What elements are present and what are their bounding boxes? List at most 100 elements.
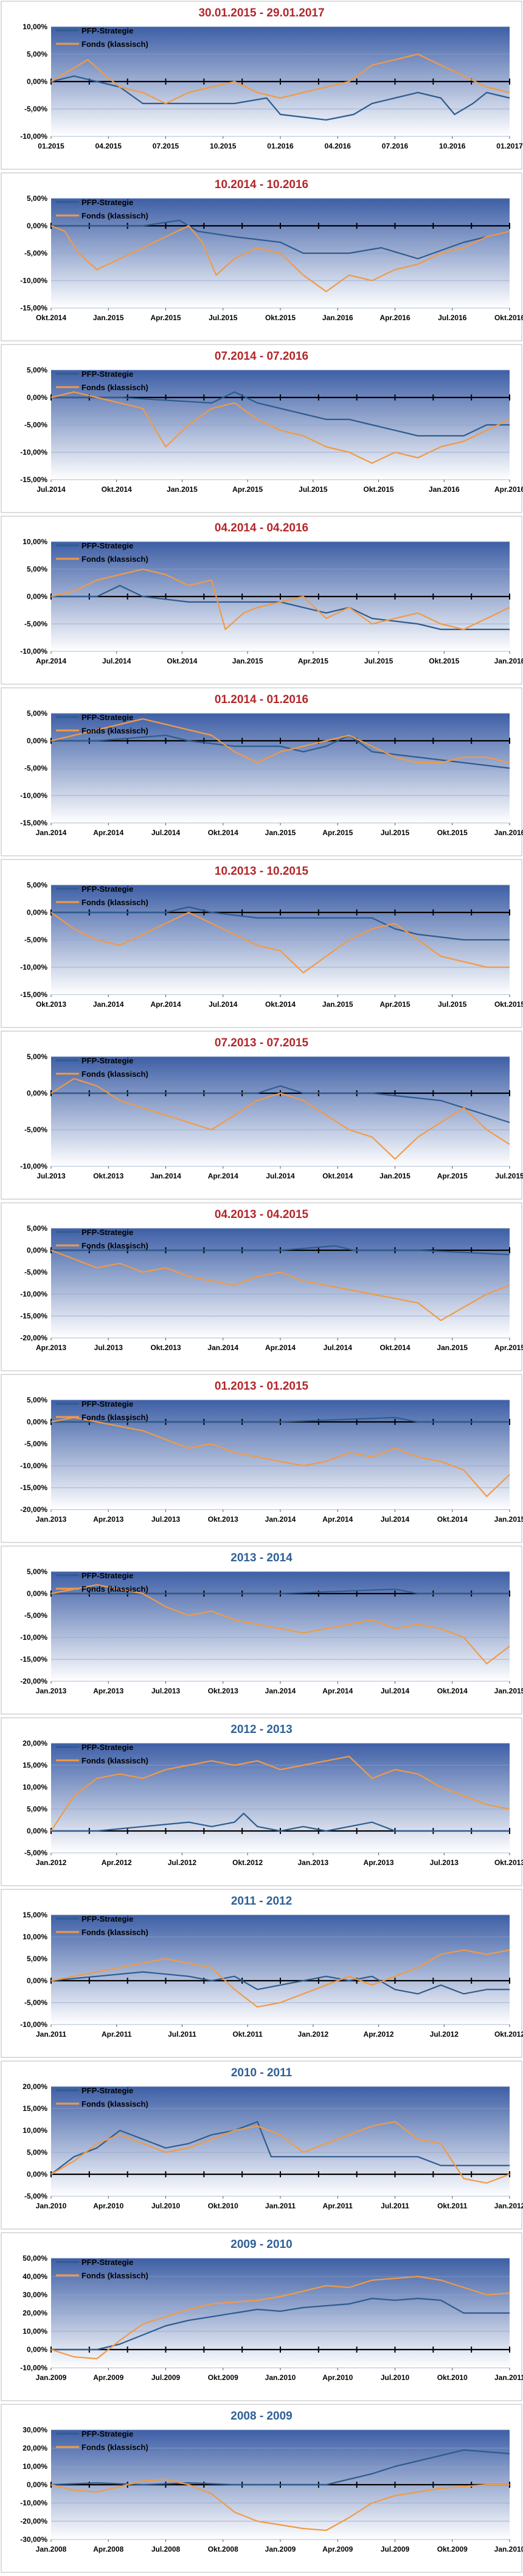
y-tick-label: -5,00% <box>24 620 47 628</box>
plot-area <box>51 1057 510 1166</box>
x-tick-label: Jul.2016 <box>438 313 467 322</box>
x-tick-label: Jan.2014 <box>265 1515 296 1524</box>
y-tick-label: 0,00% <box>27 2345 47 2354</box>
plot-area <box>51 1743 510 1853</box>
x-tick-label: Okt.2012 <box>494 2030 523 2039</box>
legend-label-pfp: PFP-Strategie <box>81 1571 133 1580</box>
chart-title: 30.01.2015 - 29.01.2017 <box>198 7 324 19</box>
y-tick-label: -15,00% <box>20 1483 47 1492</box>
y-tick-label: 5,00% <box>27 565 47 573</box>
x-tick-label: Apr.2015 <box>494 1343 523 1352</box>
y-tick-label: -5,00% <box>24 1268 47 1276</box>
legend-label-pfp: PFP-Strategie <box>81 2086 133 2095</box>
y-tick-label: 0,00% <box>27 908 47 917</box>
x-tick-label: Jan.2014 <box>150 1172 181 1180</box>
plot-area <box>51 1400 510 1510</box>
series-line-pfp <box>51 734 510 769</box>
legend: PFP-Strategie Fonds (klassisch) <box>56 26 148 49</box>
y-tick-label: 0,00% <box>27 1589 47 1598</box>
y-tick-label: 0,00% <box>27 222 47 230</box>
x-tick-label: Okt.2008 <box>208 2545 238 2553</box>
legend-label-fonds: Fonds (klassisch) <box>81 1241 148 1250</box>
y-tick-label: -5,00% <box>24 421 47 429</box>
y-tick-label: -10,00% <box>20 647 47 656</box>
x-tick-label: Okt.2015 <box>429 657 459 665</box>
series-line-fonds <box>50 1249 510 1321</box>
x-tick-label: Jan.2016 <box>429 485 460 494</box>
x-tick-label: Apr.2011 <box>102 2030 132 2039</box>
x-tick-label: Jul.2014 <box>102 657 131 665</box>
series-line-pfp <box>50 1971 510 1995</box>
legend: PFP-Strategie Fonds (klassisch) <box>56 1571 148 1594</box>
y-tick-label: 30,00% <box>23 2426 47 2434</box>
y-tick-label: 5,00% <box>27 1805 47 1813</box>
x-tick-label: Apr.2014 <box>36 657 66 665</box>
x-tick-label: Jul.2015 <box>209 313 238 322</box>
series-line-pfp <box>50 2449 510 2486</box>
y-tick-label: -15,00% <box>20 304 47 312</box>
series-line-fonds <box>50 53 510 105</box>
x-tick-label: Okt.2014 <box>36 313 66 322</box>
chart-title: 07.2013 - 07.2015 <box>215 1037 309 1049</box>
x-tick-label: Jan.2010 <box>494 2545 523 2553</box>
x-tick-label: Jan.2015 <box>494 1515 523 1524</box>
x-tick-label: Jul.2012 <box>430 2030 459 2039</box>
x-tick-label: Apr.2015 <box>322 828 353 837</box>
x-tick-label: Okt.2010 <box>437 2373 468 2382</box>
y-tick-label: 30,00% <box>23 2291 47 2299</box>
x-tick-label: Okt.2014 <box>379 1343 410 1352</box>
series-line-fonds <box>50 1416 510 1497</box>
x-tick-label: Jan.2011 <box>36 2030 66 2039</box>
x-tick-label: Jan.2014 <box>93 1000 124 1009</box>
y-tick-label: 40,00% <box>23 2272 47 2281</box>
series-line-pfp <box>51 219 510 260</box>
y-tick-label: 0,00% <box>27 1089 47 1097</box>
x-tick-label: Apr.2013 <box>36 1343 66 1352</box>
chart-panel: 04.2014 - 04.2016 10,00% 5,00% 0,00% -5,00% -… <box>0 515 523 687</box>
x-tick-label: Okt.2014 <box>437 1515 468 1524</box>
chart-title: 01.2014 - 01.2016 <box>215 693 308 706</box>
chart-panel: 04.2013 - 04.2015 5,00% 0,00% -5,00% -10,00%… <box>0 1202 523 1373</box>
chart-panel: 07.2013 - 07.2015 5,00% 0,00% -5,00% -10,00%… <box>0 1030 523 1202</box>
x-tick-label: Okt.2014 <box>265 1000 296 1009</box>
legend: PFP-Strategie Fonds (klassisch) <box>56 2258 148 2280</box>
x-tick-label: Jan.2014 <box>265 1687 296 1695</box>
legend-label-fonds: Fonds (klassisch) <box>81 383 148 392</box>
y-tick-label: -10,00% <box>20 448 47 457</box>
x-tick-label: Jan.2015 <box>93 313 124 322</box>
x-tick-label: Okt.2011 <box>437 2202 468 2210</box>
x-tick-label: Apr.2009 <box>322 2545 353 2553</box>
y-tick-label: 10,00% <box>23 1933 47 1941</box>
chart-svg: 2011 - 2012 15,00% 10,00% 5,00% 0,00% -5,00% -… <box>1 1889 523 2058</box>
legend-label-fonds: Fonds (klassisch) <box>81 1069 148 1079</box>
chart-svg: 30.01.2015 - 29.01.2017 10,00% 5,00% 0,00% -… <box>1 1 523 170</box>
y-tick-label: 20,00% <box>23 2444 47 2452</box>
x-tick-label: Okt.2014 <box>167 657 197 665</box>
y-tick-label: -20,00% <box>20 1505 47 1514</box>
y-tick-label: -20,00% <box>20 2517 47 2525</box>
y-tick-label: 5,00% <box>27 2148 47 2157</box>
y-tick-label: 10,00% <box>23 2327 47 2336</box>
x-tick-label: Okt.2015 <box>437 828 468 837</box>
chart-panel: 10.2014 - 10.2016 5,00% 0,00% -5,00% -10,00%… <box>0 172 523 343</box>
x-tick-label: Jan.2016 <box>322 313 353 322</box>
y-tick-label: 0,00% <box>27 77 47 86</box>
chart-title: 2010 - 2011 <box>231 2067 293 2079</box>
x-tick-label: Jul.2011 <box>381 2202 409 2210</box>
x-tick-label: Jan.2014 <box>36 828 67 837</box>
x-tick-label: Okt.2012 <box>232 1858 263 1867</box>
y-tick-label: 20,00% <box>23 2082 47 2091</box>
x-tick-label: Apr.2013 <box>364 1858 394 1867</box>
x-tick-label: Jan.2009 <box>36 2373 67 2382</box>
series-line-pfp <box>51 2297 510 2351</box>
x-tick-label: Jan.2010 <box>265 2373 296 2382</box>
legend-label-pfp: PFP-Strategie <box>81 198 133 207</box>
x-tick-label: Jul.2013 <box>151 1687 181 1695</box>
x-tick-label: Jul.2009 <box>381 2545 410 2553</box>
y-tick-label: 20,00% <box>23 1739 47 1748</box>
x-tick-label: Okt.2013 <box>36 1000 66 1009</box>
legend-label-pfp: PFP-Strategie <box>81 1056 133 1065</box>
legend-label-fonds: Fonds (klassisch) <box>81 898 148 907</box>
y-tick-label: 15,00% <box>23 1911 47 1919</box>
legend-label-pfp: PFP-Strategie <box>81 2429 133 2438</box>
